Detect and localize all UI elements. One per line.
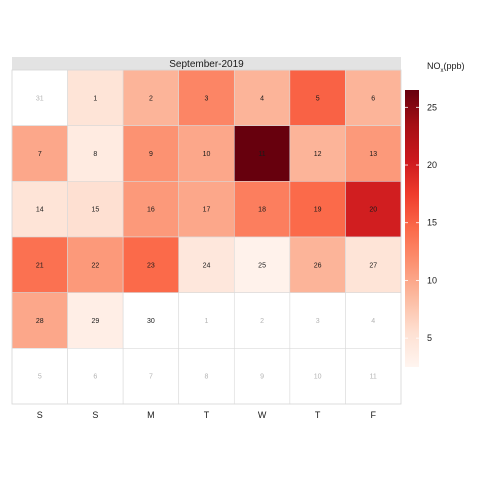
legend-tick-label: 20	[427, 160, 437, 170]
legend-tick-label: 15	[427, 218, 437, 228]
day-number-label: 9	[149, 151, 153, 158]
day-number-label: 13	[369, 151, 377, 158]
day-number-label: 17	[203, 207, 211, 214]
day-number-label: 7	[38, 151, 42, 158]
title-strip	[12, 57, 401, 70]
legend-title-unit: (ppb)	[444, 61, 465, 71]
day-number-label: 15	[91, 207, 99, 214]
legend-title-sub: x	[441, 68, 444, 74]
day-number-label: 27	[369, 262, 377, 269]
day-number-label: 21	[36, 262, 44, 269]
day-number-label: 14	[36, 207, 44, 214]
calendar-cell	[11, 236, 68, 293]
day-number-label: 11	[370, 374, 377, 381]
day-number-label: 8	[205, 374, 209, 381]
calendar-cell	[67, 125, 124, 182]
day-number-label: 3	[316, 318, 320, 325]
day-number-label: 5	[38, 374, 42, 381]
weekday-label: S	[37, 410, 43, 420]
calendar-cell	[178, 292, 235, 349]
calendar-cell	[178, 125, 235, 182]
day-number-label: 7	[149, 374, 153, 381]
legend-title: NOx(ppb)	[427, 61, 465, 74]
weekday-label: F	[370, 410, 376, 420]
calendar-cell	[289, 69, 346, 126]
day-number-label: 9	[260, 374, 264, 381]
calendar-cell	[178, 181, 235, 238]
chart-title: September-2019	[169, 59, 244, 70]
calendar-cell	[345, 236, 402, 293]
day-number-label: 8	[93, 151, 97, 158]
legend-tick-label: 5	[427, 333, 432, 343]
calendar-cell	[345, 292, 402, 349]
calendar-cell	[178, 348, 235, 405]
calendar-cell	[122, 348, 180, 405]
day-number-label: 4	[260, 95, 264, 102]
legend-tick-label: 10	[427, 275, 437, 285]
day-number-label: 24	[203, 262, 211, 269]
weekday-label: T	[315, 410, 321, 420]
day-number-label: 3	[205, 95, 209, 102]
day-number-label: 2	[149, 95, 153, 102]
day-number-label: 1	[93, 95, 97, 102]
legend-colorbar	[405, 90, 419, 367]
day-number-label: 2	[260, 318, 264, 325]
day-number-label: 31	[36, 95, 44, 102]
calendar-cell	[122, 236, 180, 293]
day-number-label: 20	[369, 207, 377, 214]
calendar-cell	[178, 236, 235, 293]
calendar-cell	[233, 236, 291, 293]
day-number-label: 30	[147, 318, 155, 325]
calendar-cell	[233, 125, 291, 182]
day-number-label: 22	[91, 262, 99, 269]
calendar-cell	[289, 292, 346, 349]
day-number-label: 10	[203, 151, 211, 158]
weekday-label: T	[204, 410, 210, 420]
day-number-label: 1	[205, 318, 209, 325]
calendar-cell	[345, 69, 402, 126]
day-number-label: 12	[314, 151, 322, 158]
calendar-cell	[289, 236, 346, 293]
day-number-label: 5	[316, 95, 320, 102]
calendar-cell	[11, 292, 68, 349]
weekday-label: M	[147, 410, 155, 420]
weekday-label: S	[92, 410, 98, 420]
day-number-label: 23	[147, 262, 155, 269]
day-number-label: 16	[147, 207, 155, 214]
day-number-label: 4	[371, 318, 375, 325]
calendar-cell	[122, 292, 180, 349]
day-number-label: 29	[91, 318, 99, 325]
calendar-cell	[289, 125, 346, 182]
day-number-label: 25	[258, 262, 266, 269]
day-number-label: 18	[258, 207, 266, 214]
calendar-cell	[345, 125, 402, 182]
day-number-label: 19	[314, 207, 322, 214]
day-number-label: 26	[314, 262, 322, 269]
calendar-cell	[67, 348, 124, 405]
calendar-cell	[345, 348, 402, 405]
calendar-cell	[11, 125, 68, 182]
day-number-label: 11	[258, 151, 265, 158]
day-number-label: 6	[371, 95, 375, 102]
panel-border	[11, 69, 402, 405]
calendar-cell	[11, 181, 68, 238]
weekday-label: W	[258, 410, 267, 420]
day-number-label: 10	[314, 374, 322, 381]
legend-tick-label: 25	[427, 102, 437, 112]
calendar-cell	[233, 181, 291, 238]
calendar-cell	[289, 348, 346, 405]
calendar-cell	[233, 292, 291, 349]
day-number-label: 28	[36, 318, 44, 325]
legend-title-main: NO	[427, 61, 441, 71]
day-number-label: 6	[93, 374, 97, 381]
